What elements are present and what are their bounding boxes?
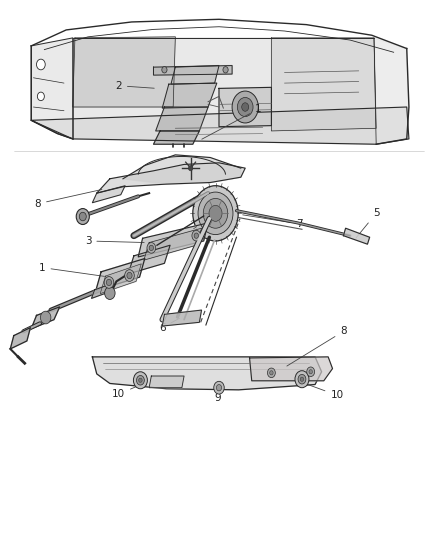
Circle shape (307, 367, 314, 376)
Circle shape (137, 375, 145, 385)
Circle shape (232, 91, 258, 123)
Circle shape (188, 165, 193, 171)
Text: 9: 9 (215, 389, 222, 403)
Polygon shape (73, 38, 376, 144)
Circle shape (37, 92, 44, 101)
Circle shape (105, 287, 115, 300)
Polygon shape (162, 83, 217, 108)
Text: 1: 1 (39, 263, 107, 277)
Circle shape (149, 245, 153, 251)
Circle shape (79, 212, 86, 221)
Text: 10: 10 (304, 383, 343, 400)
Circle shape (203, 198, 228, 228)
Polygon shape (92, 185, 125, 203)
Circle shape (295, 370, 309, 387)
Circle shape (194, 233, 198, 238)
Polygon shape (92, 357, 321, 390)
Polygon shape (31, 38, 73, 139)
Polygon shape (149, 376, 184, 387)
Circle shape (237, 98, 253, 117)
Polygon shape (155, 107, 208, 131)
Polygon shape (144, 228, 201, 260)
Circle shape (242, 103, 249, 111)
Text: 3: 3 (85, 236, 144, 246)
Polygon shape (123, 155, 241, 184)
Polygon shape (138, 223, 208, 257)
Circle shape (106, 279, 112, 286)
Circle shape (192, 230, 201, 241)
Polygon shape (31, 307, 60, 329)
Circle shape (193, 185, 238, 241)
Text: 7: 7 (243, 215, 303, 229)
Text: 6: 6 (159, 318, 180, 333)
Text: 1: 1 (202, 104, 261, 139)
Circle shape (139, 378, 142, 382)
Circle shape (268, 368, 276, 377)
Polygon shape (96, 259, 145, 290)
Polygon shape (171, 66, 219, 84)
Circle shape (300, 377, 304, 381)
Circle shape (104, 277, 114, 288)
Polygon shape (92, 284, 112, 298)
Polygon shape (11, 328, 30, 349)
Text: 8: 8 (35, 190, 102, 209)
Circle shape (76, 208, 89, 224)
Polygon shape (219, 87, 272, 127)
Polygon shape (128, 245, 170, 274)
Circle shape (209, 205, 222, 221)
Polygon shape (97, 163, 245, 193)
Circle shape (270, 370, 273, 375)
Circle shape (162, 67, 167, 73)
Polygon shape (73, 37, 175, 107)
Polygon shape (272, 38, 376, 131)
Text: 10: 10 (112, 385, 139, 399)
Circle shape (134, 372, 148, 389)
Polygon shape (162, 310, 201, 326)
Text: 8: 8 (287, 326, 347, 366)
Circle shape (127, 272, 132, 279)
Polygon shape (153, 131, 199, 144)
Text: 5: 5 (356, 208, 379, 238)
Circle shape (147, 243, 155, 253)
Polygon shape (153, 66, 232, 75)
Circle shape (36, 59, 45, 70)
Polygon shape (100, 264, 141, 294)
Circle shape (298, 374, 306, 384)
Circle shape (223, 67, 228, 73)
Polygon shape (343, 228, 370, 244)
Circle shape (40, 311, 51, 324)
Circle shape (125, 270, 134, 281)
Polygon shape (250, 357, 332, 381)
Circle shape (309, 369, 312, 374)
Polygon shape (31, 107, 409, 144)
Polygon shape (374, 38, 409, 144)
Text: 2: 2 (115, 81, 154, 91)
Circle shape (198, 192, 233, 235)
Circle shape (216, 384, 222, 391)
Circle shape (214, 381, 224, 394)
